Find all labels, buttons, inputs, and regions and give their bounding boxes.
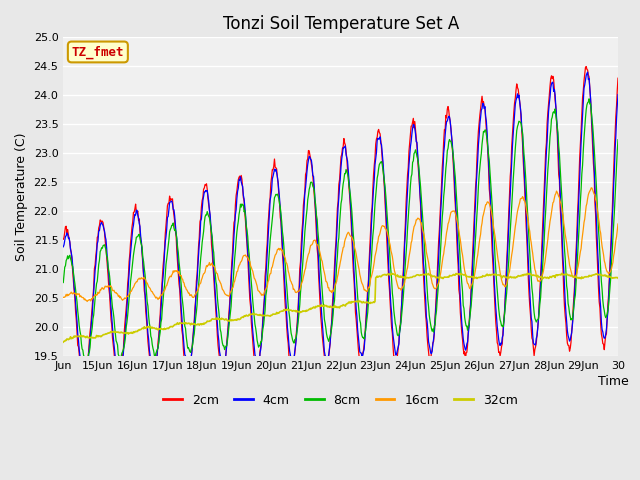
4cm (60, 244, 67, 250)
4cm (125, 271, 133, 276)
8cm (125, 295, 133, 301)
4cm (584, 69, 591, 75)
2cm (227, 274, 235, 279)
2cm (614, 75, 622, 81)
Title: Tonzi Soil Temperature Set A: Tonzi Soil Temperature Set A (223, 15, 459, 33)
16cm (83, 299, 91, 304)
32cm (429, 274, 436, 279)
16cm (276, 247, 284, 253)
8cm (227, 303, 235, 309)
4cm (227, 280, 235, 286)
Legend: 2cm, 4cm, 8cm, 16cm, 32cm: 2cm, 4cm, 8cm, 16cm, 32cm (158, 389, 523, 412)
8cm (83, 357, 91, 362)
32cm (398, 274, 406, 279)
2cm (582, 64, 590, 70)
8cm (429, 329, 437, 335)
4cm (276, 196, 284, 202)
16cm (399, 285, 406, 290)
16cm (588, 185, 595, 191)
Text: TZ_fmet: TZ_fmet (72, 45, 124, 59)
2cm (115, 377, 122, 383)
4cm (399, 288, 406, 294)
32cm (614, 276, 622, 281)
Line: 32cm: 32cm (63, 273, 618, 342)
X-axis label: Time: Time (598, 375, 629, 388)
8cm (276, 201, 284, 207)
2cm (125, 259, 133, 264)
16cm (227, 288, 235, 294)
Line: 4cm: 4cm (63, 72, 618, 380)
16cm (125, 291, 133, 297)
2cm (60, 236, 67, 242)
4cm (81, 377, 88, 383)
8cm (585, 96, 593, 102)
16cm (429, 284, 437, 290)
8cm (399, 304, 406, 310)
Line: 16cm: 16cm (63, 188, 618, 301)
2cm (429, 339, 437, 345)
16cm (255, 288, 262, 294)
16cm (60, 294, 67, 300)
32cm (125, 331, 132, 337)
16cm (614, 221, 622, 227)
8cm (255, 344, 262, 350)
8cm (614, 137, 622, 143)
8cm (60, 280, 67, 286)
32cm (227, 317, 234, 323)
Y-axis label: Soil Temperature (C): Soil Temperature (C) (15, 132, 28, 261)
2cm (399, 279, 406, 285)
Line: 2cm: 2cm (63, 67, 618, 380)
32cm (254, 312, 262, 318)
2cm (276, 199, 284, 205)
32cm (275, 311, 283, 316)
4cm (429, 336, 437, 342)
32cm (524, 270, 531, 276)
4cm (255, 360, 262, 365)
2cm (255, 362, 262, 368)
Line: 8cm: 8cm (63, 99, 618, 360)
4cm (614, 92, 622, 97)
32cm (60, 339, 67, 345)
